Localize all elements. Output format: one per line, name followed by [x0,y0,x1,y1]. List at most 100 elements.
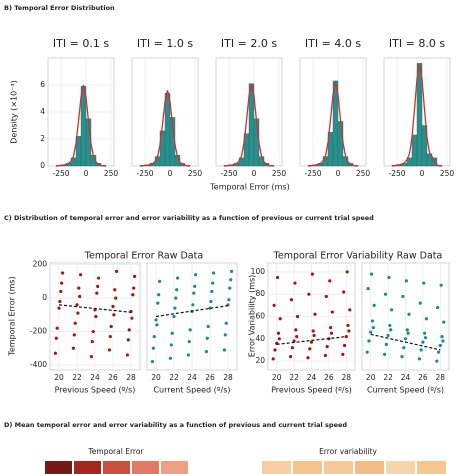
x-tick-label: 22 [383,373,393,382]
scatter-point [72,333,76,337]
scatter-point [155,323,159,327]
scatter-point [273,348,277,352]
scatter-point [383,352,387,356]
panel-title: ITI = 1.0 s [137,37,193,50]
y-tick-label: 80 [255,289,265,298]
scatter-point [342,290,346,294]
scatter-point [401,294,405,299]
scatter-point [419,348,423,352]
scatter-point [168,356,172,360]
heatmap-cell [161,461,188,474]
scatter-point [78,294,82,299]
x-tick-label: 26 [205,373,215,382]
scatter-point [278,317,282,321]
scatter-point [172,314,176,319]
x-tick-label: 250 [188,169,203,178]
scatter-point [370,319,375,323]
y-tick-label: 20 [255,356,265,365]
scatter-point [113,288,117,292]
x-tick-label: 20 [272,373,282,382]
scatter-point [310,272,314,276]
scatter-point [175,288,179,292]
scatter-point [94,314,98,319]
histogram-bar [411,134,418,167]
scatter-point [388,323,392,328]
scatter-point [157,293,161,297]
scatter-point [127,328,131,332]
heatmap-cell [262,461,291,474]
y-tick-label: 4 [40,107,45,116]
scatter-point [169,343,173,347]
x-axis-label: Current Speed (º/s) [367,386,444,395]
scatter-point [188,328,192,332]
scatter-point [151,346,155,350]
scatter-point [90,339,94,344]
y-axis-label: Density (×10⁻³) [10,80,19,144]
scatter-point [324,294,328,299]
scatter-point [406,331,410,335]
scatter-point [230,269,234,273]
scatter-point [204,350,208,354]
x-tick-label: 20 [151,373,161,382]
scatter-point [152,334,156,339]
scatter-point [292,339,296,343]
scatter-point [367,339,371,343]
y-tick-label: -200 [30,327,47,336]
scatter-point [440,334,444,339]
x-axis-label: Temporal Error (ms) [209,183,289,192]
scatter-point [115,269,119,273]
group-title: Temporal Error Variability Raw Data [273,251,443,262]
scatter-point [347,329,351,333]
scatter-point [193,284,197,289]
scatter-point [170,331,174,335]
scatter-point [97,276,101,280]
y-tick-label: 0 [42,293,47,302]
scatter-point [205,336,209,340]
scatter-point [223,333,227,337]
scatter-point [435,359,439,363]
x-tick-label: 250 [272,169,287,178]
scatter-point [224,321,228,325]
scatter-point [210,289,214,294]
scatter-point [386,333,390,338]
x-tick-label: -250 [136,169,153,178]
scatter-point [276,331,281,335]
scatter-point [402,346,406,350]
x-tick-label: 24 [90,373,100,382]
histogram-bar [337,121,344,167]
scatter-point [372,303,376,307]
x-axis-label: Previous Speed (º/s) [55,386,136,395]
scatter-point [442,320,446,324]
scatter-point [307,292,311,296]
y-tick-label: 6 [40,80,45,89]
y-tick-label: -400 [30,360,47,369]
histogram-bar [164,92,171,167]
x-tick-label: 28 [126,373,136,382]
scatter-point [404,279,408,283]
scatter-point [133,274,137,278]
scatter-point [312,333,316,338]
scatter-point [295,314,300,319]
scatter-point [329,326,333,330]
y-axis-label: Error Variability (ms) [248,275,257,358]
scatter-point [131,293,135,297]
scatter-point [345,270,349,274]
scatter-point [417,357,422,361]
scatter-point [341,352,345,356]
scatter-point [228,286,232,290]
scatter-point [212,271,216,275]
scatter-point [191,303,195,307]
heatmap-cell [103,461,130,474]
scatter-point [348,308,352,312]
scatter-point [418,301,422,305]
scatter-point [229,278,233,282]
x-tick-label: -250 [388,169,405,178]
scatter-point [295,334,299,339]
histogram-bar [322,156,329,167]
x-tick-label: 24 [187,373,197,382]
scatter-point [58,299,62,304]
scatter-point [186,353,190,357]
x-tick-label: 0 [336,169,341,178]
scatter-point [439,283,443,287]
